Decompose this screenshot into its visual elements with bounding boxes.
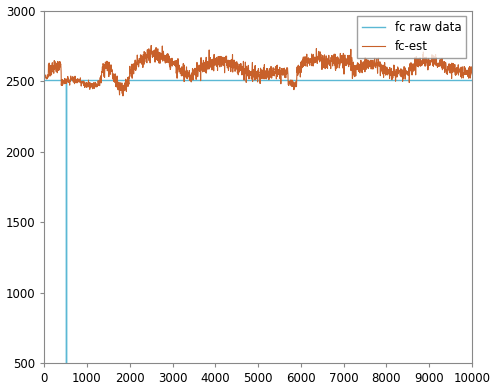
fc-est — [249, 79, 255, 84]
Legend: fc raw data, fc-est: fc raw data, fc-est — [357, 16, 466, 58]
fc-est — [238, 68, 244, 73]
Line: fc raw data: fc raw data — [44, 80, 472, 363]
fc raw data — [62, 361, 68, 366]
fc-est — [469, 65, 475, 69]
fc-est — [457, 69, 463, 74]
fc-est — [63, 79, 69, 84]
Line: fc-est: fc-est — [44, 45, 472, 96]
fc raw data — [62, 77, 68, 82]
fc-est — [41, 75, 47, 79]
fc-est — [148, 43, 154, 48]
fc raw data — [62, 77, 68, 82]
fc-est — [457, 70, 463, 74]
fc-est — [378, 64, 384, 68]
fc-est — [120, 93, 126, 98]
fc raw data — [41, 77, 47, 82]
fc raw data — [469, 77, 475, 82]
fc raw data — [62, 361, 68, 366]
